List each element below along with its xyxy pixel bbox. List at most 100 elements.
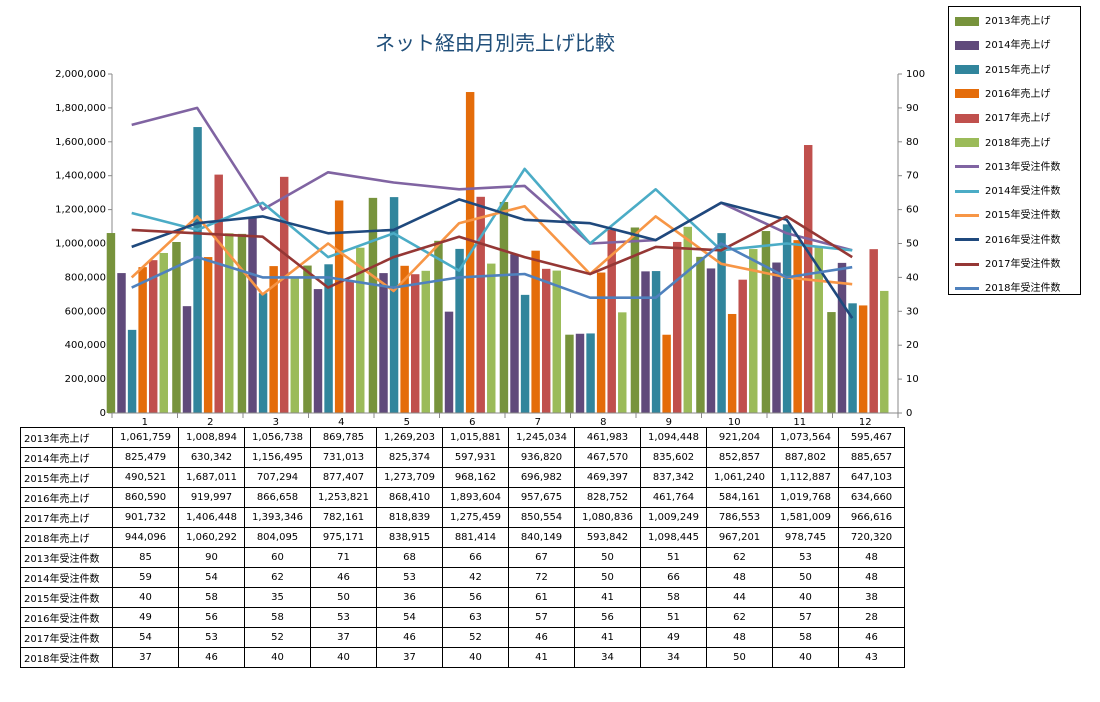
table-cell: 57 [772,607,839,628]
legend-label: 2014年受注件数 [985,186,1061,198]
bar [761,231,771,413]
bar [827,312,836,413]
legend-item: 2018年受注件数 [955,282,1060,296]
table-row: 2017年受注件数 54 53 52 37 46 52 46 41 49 48 58 46 [20,627,905,648]
legend-swatch [955,138,979,147]
bar [182,306,192,413]
table-cell: 782,161 [310,507,377,528]
series-line [131,198,854,319]
table-cell: 1,094,448 [640,427,707,448]
bar [696,256,705,413]
table-cell: 838,915 [376,527,443,548]
y-right-tick-label: 40 [906,272,919,283]
table-cell: 1,406,448 [178,507,245,528]
table-row: 2014年受注件数 59 54 62 46 53 42 72 50 66 48 50 48 [20,567,905,588]
table-cell: 52 [244,627,311,648]
bar [159,252,168,413]
table-cell: 597,931 [442,447,509,468]
table-cell: 866,658 [244,487,311,508]
x-tick-label: 12 [859,417,872,425]
legend-swatch [955,213,979,217]
table-cell: 837,342 [640,467,707,488]
data-table: 2013年売上げ 1,061,759 1,008,894 1,056,738 869,7… [20,427,905,668]
table-cell: 48 [838,547,905,568]
y-left-tick-label: 1,200,000 [55,205,106,216]
table-row-header: 2017年受注件数 [20,627,113,648]
table-cell: 885,657 [838,447,905,468]
bar [290,276,299,413]
bar [869,249,878,413]
table-cell: 34 [640,647,707,668]
table-cell: 731,013 [310,447,377,468]
legend-swatch [955,65,979,75]
table-cell: 1,245,034 [508,427,575,448]
bar [334,200,344,413]
table-cell: 887,802 [772,447,839,468]
table-row: 2016年受注件数 49 56 58 53 54 63 57 56 51 62 57 28 [20,607,905,628]
y-right-tick-label: 0 [906,408,912,419]
table-row-header: 2013年売上げ [20,427,113,448]
table-cell: 584,161 [706,487,773,508]
table-cell: 1,009,249 [640,507,707,528]
x-tick-label: 8 [600,417,606,425]
table-cell: 835,602 [640,447,707,468]
legend-label: 2015年売上げ [985,64,1051,76]
table-cell: 40 [244,647,311,668]
table-cell: 62 [244,567,311,588]
table-cell: 1,273,709 [376,467,443,488]
table-cell: 901,732 [112,507,179,528]
table-cell: 56 [442,587,509,608]
table-row-header: 2016年売上げ [20,487,113,508]
table-cell: 1,275,459 [442,507,509,528]
table-cell: 90 [178,547,245,568]
table-cell: 1,253,821 [310,487,377,508]
table-cell: 71 [310,547,377,568]
table-row: 2013年受注件数 85 90 60 71 68 66 67 50 51 62 53 48 [20,547,905,568]
table-cell: 696,982 [508,467,575,488]
table-cell: 595,467 [838,427,905,448]
table-cell: 61 [508,587,575,608]
table-cell: 804,095 [244,527,311,548]
legend-label: 2016年売上げ [985,88,1051,100]
series-line [131,215,853,289]
bar [499,201,509,413]
y-right-tick-label: 70 [906,171,919,182]
legend-item: 2018年売上げ [955,137,1050,151]
table-cell: 647,103 [838,467,905,488]
legend-item: 2016年売上げ [955,88,1050,102]
bar [389,197,399,413]
table-cell: 49 [112,607,179,628]
table-cell: 1,061,759 [112,427,179,448]
table-cell: 46 [508,627,575,648]
legend-swatch [955,238,979,242]
table-cell: 37 [112,647,179,668]
table-row-header: 2017年売上げ [20,507,113,528]
table-cell: 850,554 [508,507,575,528]
table-cell: 53 [376,567,443,588]
y-right-tick-label: 10 [906,374,919,385]
legend-label: 2017年売上げ [985,113,1051,125]
legend-label: 2014年売上げ [985,40,1051,52]
table-cell: 1,581,009 [772,507,839,528]
bar [444,311,454,413]
bar [324,264,333,413]
table-cell: 490,521 [112,467,179,488]
table-cell: 877,407 [310,467,377,488]
bar [455,248,464,413]
table-cell: 1,393,346 [244,507,311,528]
table-cell: 50 [574,567,641,588]
bar [117,273,126,413]
y-left-tick-label: 1,600,000 [55,137,106,148]
table-cell: 58 [772,627,839,648]
table-cell: 720,320 [838,527,905,548]
bar [880,290,889,413]
y-left-tick-label: 800,000 [65,272,106,283]
legend-swatch [955,165,979,169]
table-cell: 593,842 [574,527,641,548]
legend-swatch [955,16,979,26]
bar [203,257,213,413]
bar [738,279,747,413]
table-cell: 1,056,738 [244,427,311,448]
bar [172,241,181,413]
bar [410,274,420,413]
